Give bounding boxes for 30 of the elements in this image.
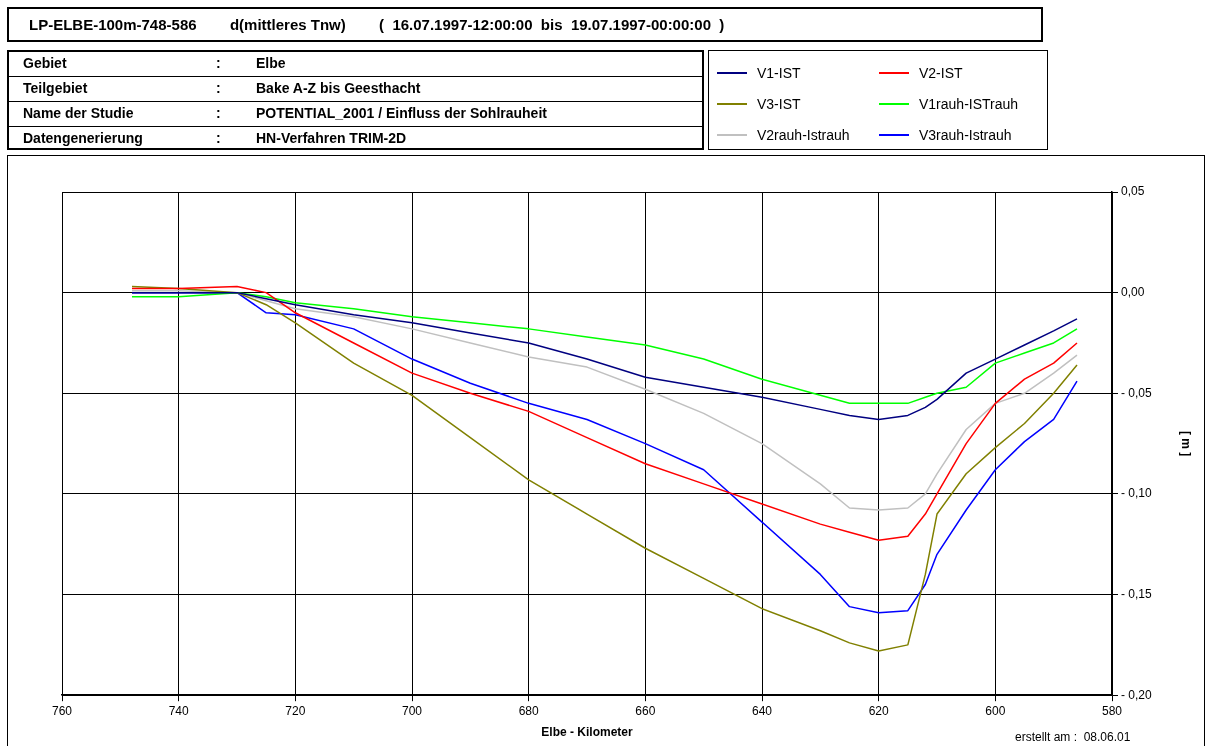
x-tick-label: 700 (401, 703, 423, 718)
x-tick-label: 660 (635, 703, 656, 718)
text: Datengenerierung : HN-Verfahren TRIM-2D (23, 130, 407, 146)
legend-label: V3rauh-Istrauh (919, 126, 1012, 143)
y-axis-title: [ m ] (1179, 430, 1194, 457)
x-tick-label: 640 (751, 703, 773, 718)
text: Gebiet : Elbe (23, 55, 286, 71)
legend-label: V1rauh-ISTrauh (919, 95, 1019, 112)
x-tick-label: 720 (285, 703, 306, 718)
x-tick-label: 760 (51, 703, 73, 718)
x-axis-title: Elbe - Kilometer (541, 725, 633, 740)
legend-label: V3-IST (757, 95, 801, 112)
x-tick-label: 600 (985, 703, 1006, 718)
x-tick-label: 580 (1101, 703, 1123, 718)
legend-label: V2rauh-Istrauh (757, 126, 850, 143)
text: Teilgebiet : Bake A-Z bis Geesthacht (23, 80, 421, 96)
text: erstellt am : 08.06.01 (1015, 730, 1131, 744)
x-tick-label: 620 (868, 703, 889, 718)
y-tick-label: - 0,10 (1121, 486, 1153, 501)
legend-label: V2-IST (919, 64, 963, 81)
x-tick-label: 680 (518, 703, 539, 718)
chart-title: LP-ELBE-100m-748-586 d(mittleres Tnw) ( 16.07.1997-12:00:00 bis 19.07.1997-00:00:00 ) (7, 7, 1043, 42)
y-tick-label: 0,05 (1121, 184, 1145, 199)
y-tick-label: - 0,15 (1121, 586, 1153, 601)
x-tick-label: 740 (168, 703, 189, 718)
legend-label: V1-IST (757, 64, 801, 81)
y-tick-label: - 0,05 (1121, 385, 1153, 400)
y-tick-label: 0,00 (1121, 284, 1145, 299)
y-tick-label: - 0,20 (1121, 687, 1153, 702)
text: Name der Studie : POTENTIAL_2001 / Einfluss der Sohlrauheit (23, 105, 547, 121)
